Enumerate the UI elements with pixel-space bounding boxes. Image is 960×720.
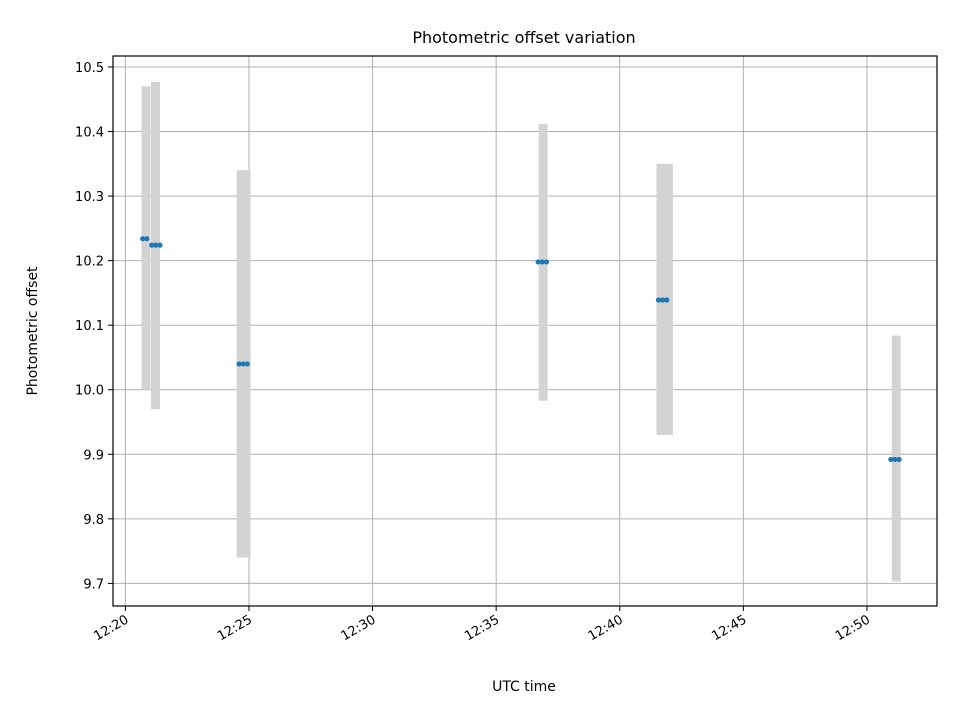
y-axis-label: Photometric offset xyxy=(25,266,41,396)
y-tick-label: 10.1 xyxy=(75,319,104,334)
y-axis-ticks: 9.7 9.8 9.9 10.0 10.1 10.2 10.3 10.4 10.5 xyxy=(75,61,113,592)
x-tick-label: 12:40 xyxy=(586,612,626,644)
data-point xyxy=(149,242,155,248)
data-point xyxy=(892,456,898,463)
y-tick-label: 10.5 xyxy=(75,61,104,76)
x-tick-label: 12:20 xyxy=(91,612,131,644)
x-tick-label: 12:25 xyxy=(215,612,255,644)
data-point xyxy=(535,259,541,265)
data-points xyxy=(140,236,902,463)
y-tick-label: 10.3 xyxy=(75,190,104,205)
data-point xyxy=(664,297,670,303)
data-point xyxy=(153,242,159,248)
data-point xyxy=(888,456,894,463)
data-point xyxy=(144,236,150,242)
plot-frame xyxy=(112,55,938,607)
data-point xyxy=(539,259,545,265)
data-point xyxy=(660,297,666,303)
x-tick-label: 12:50 xyxy=(833,612,873,644)
x-tick-label: 12:45 xyxy=(709,612,749,644)
chart-title: Photometric offset variation xyxy=(412,28,635,47)
y-tick-label: 10.0 xyxy=(75,384,104,399)
data-point xyxy=(140,236,146,242)
x-tick-label: 12:35 xyxy=(462,612,502,644)
data-point xyxy=(236,361,242,367)
y-tick-label: 9.8 xyxy=(83,513,104,528)
x-axis-label: UTC time xyxy=(492,679,556,695)
data-point xyxy=(896,456,902,463)
y-tick-label: 10.4 xyxy=(75,126,104,141)
grid xyxy=(113,56,937,606)
data-point xyxy=(157,242,163,248)
data-point xyxy=(244,361,250,367)
data-point xyxy=(240,361,246,367)
y-tick-label: 9.9 xyxy=(83,448,104,463)
data-point xyxy=(543,259,550,265)
y-tick-label: 9.7 xyxy=(83,577,104,592)
y-tick-label: 10.2 xyxy=(75,255,104,270)
x-axis-ticks: 12:20 12:25 12:30 12:35 12:40 12:45 12:50 xyxy=(91,606,873,644)
data-point xyxy=(655,297,662,303)
error-bars xyxy=(141,81,901,582)
x-tick-label: 12:30 xyxy=(339,612,379,644)
